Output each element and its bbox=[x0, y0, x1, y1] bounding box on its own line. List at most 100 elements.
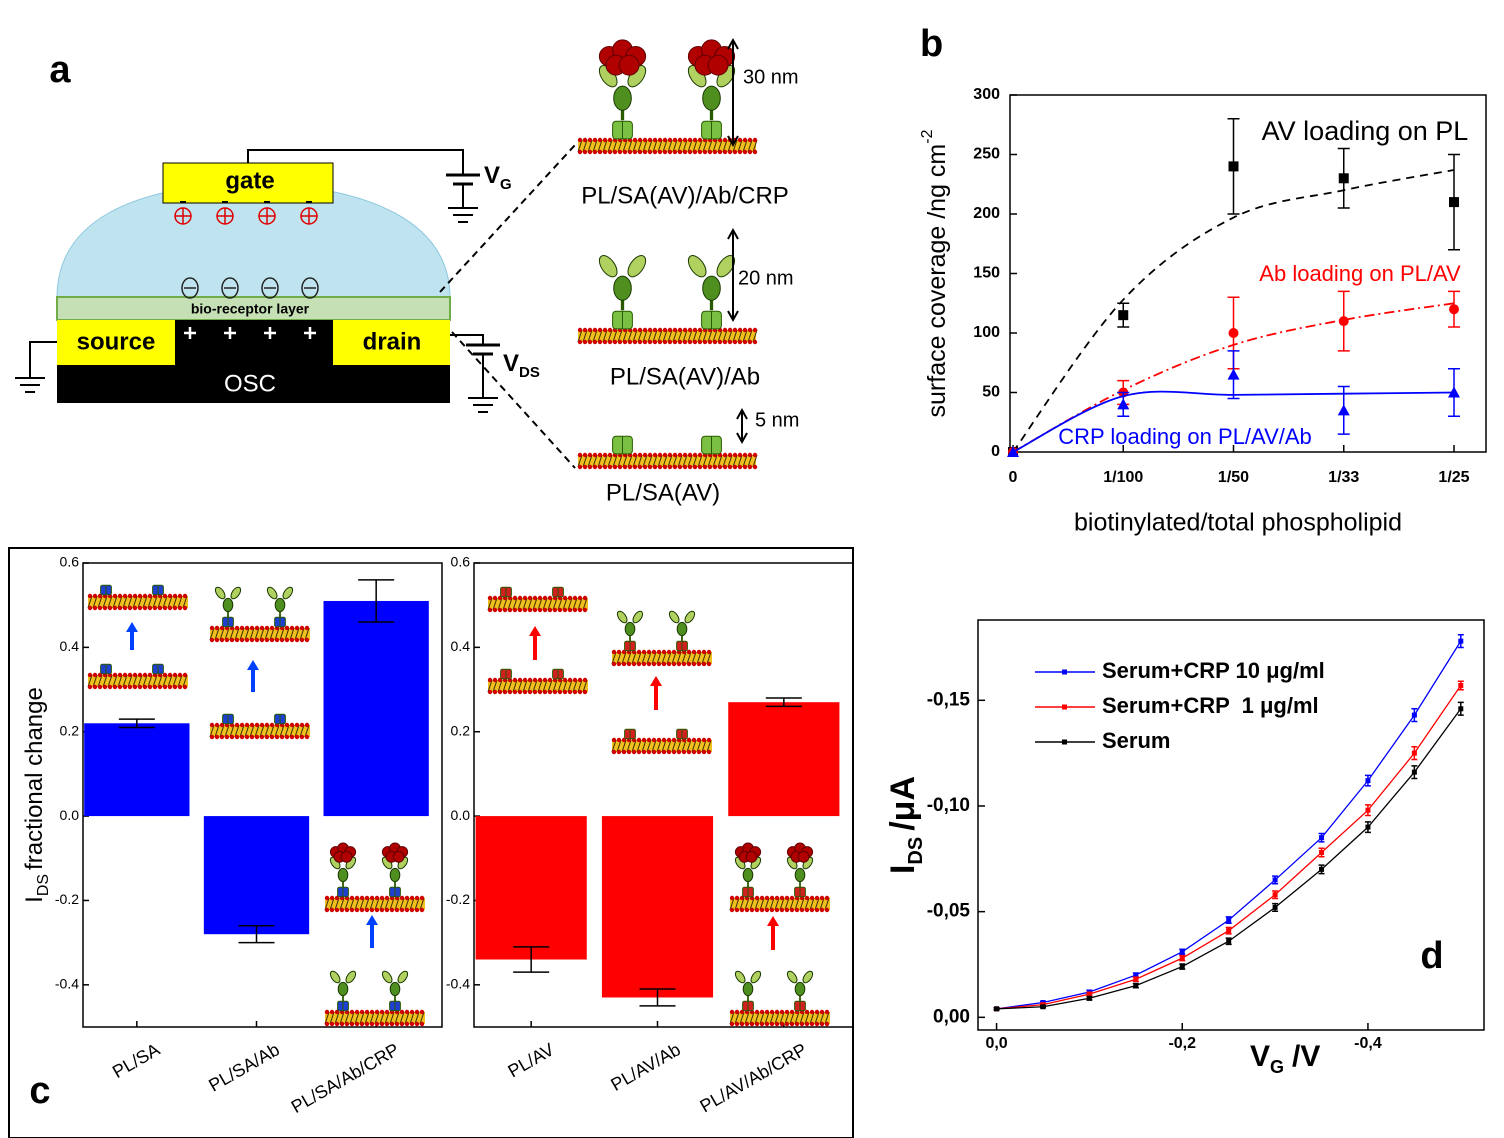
headgroup bbox=[542, 689, 548, 695]
positive-charge bbox=[259, 208, 275, 224]
headgroup bbox=[729, 907, 735, 913]
headgroup bbox=[399, 907, 405, 913]
headgroup bbox=[577, 452, 583, 458]
headgroup bbox=[701, 661, 707, 667]
headgroup bbox=[512, 689, 518, 695]
ion-charge bbox=[261, 277, 279, 299]
lipid bbox=[369, 897, 375, 911]
lipid bbox=[334, 897, 340, 911]
headgroup bbox=[754, 907, 760, 913]
antibody bbox=[786, 970, 798, 984]
lipid bbox=[389, 897, 395, 911]
lipid bbox=[399, 897, 405, 911]
osc-label: OSC bbox=[224, 370, 276, 397]
headgroup bbox=[764, 907, 770, 913]
headgroup bbox=[497, 689, 503, 695]
headgroup bbox=[364, 1021, 370, 1027]
crp bbox=[707, 54, 729, 76]
headgroup bbox=[676, 749, 682, 755]
headgroup bbox=[112, 684, 118, 690]
headgroup bbox=[686, 649, 692, 655]
height-arrow bbox=[727, 37, 739, 148]
hole bbox=[184, 327, 196, 339]
headgroup bbox=[582, 689, 588, 695]
lipid bbox=[152, 595, 158, 609]
headgroup bbox=[727, 327, 733, 333]
headgroup bbox=[732, 339, 738, 345]
lipid bbox=[394, 897, 400, 911]
lipid bbox=[749, 897, 755, 911]
headgroup bbox=[137, 593, 143, 599]
inset-arrow bbox=[650, 676, 662, 686]
headgroup bbox=[577, 137, 583, 143]
headgroup bbox=[369, 895, 375, 901]
headgroup bbox=[389, 1021, 395, 1027]
lipid bbox=[112, 595, 118, 609]
headgroup bbox=[552, 607, 558, 613]
membrane bbox=[325, 1012, 425, 1024]
lipid bbox=[592, 329, 598, 343]
headgroup bbox=[697, 339, 703, 345]
lipid bbox=[717, 329, 723, 343]
headgroup bbox=[686, 737, 692, 743]
headgroup bbox=[744, 907, 750, 913]
headgroup bbox=[769, 1009, 775, 1015]
bar bbox=[203, 816, 310, 935]
lipid bbox=[577, 597, 583, 611]
headgroup bbox=[737, 464, 743, 470]
headgroup bbox=[294, 722, 300, 728]
headgroup bbox=[804, 907, 810, 913]
antibody bbox=[598, 255, 618, 278]
headgroup bbox=[289, 637, 295, 643]
positive-charge bbox=[301, 208, 317, 224]
headgroup bbox=[254, 722, 260, 728]
lipid bbox=[172, 595, 178, 609]
headgroup bbox=[177, 684, 183, 690]
headgroup bbox=[671, 661, 677, 667]
lipid bbox=[507, 679, 513, 693]
lipid bbox=[672, 139, 678, 153]
headgroup bbox=[132, 605, 138, 611]
headgroup bbox=[779, 895, 785, 901]
lipid bbox=[814, 897, 820, 911]
lipid bbox=[647, 329, 653, 343]
lipid bbox=[289, 724, 295, 738]
data-point bbox=[1086, 995, 1092, 1001]
lipid bbox=[254, 724, 260, 738]
headgroup bbox=[652, 339, 658, 345]
lipid bbox=[582, 454, 588, 468]
antibody bbox=[214, 586, 226, 600]
headgroup bbox=[577, 339, 583, 345]
headgroup bbox=[744, 1021, 750, 1027]
headgroup bbox=[597, 464, 603, 470]
lipid bbox=[234, 724, 240, 738]
headgroup bbox=[324, 895, 330, 901]
lipid bbox=[641, 651, 647, 665]
headgroup bbox=[809, 895, 815, 901]
lipid bbox=[799, 897, 805, 911]
headgroup bbox=[224, 734, 230, 740]
lipid bbox=[224, 627, 230, 641]
vg-sub: G bbox=[500, 176, 512, 193]
membrane bbox=[210, 628, 310, 640]
lipid bbox=[152, 674, 158, 688]
headgroup bbox=[369, 1009, 375, 1015]
membrane bbox=[88, 675, 188, 687]
antibody bbox=[381, 970, 393, 984]
headgroup bbox=[264, 734, 270, 740]
inset-arrow bbox=[767, 916, 779, 926]
headgroup bbox=[799, 907, 805, 913]
vds-main: V bbox=[503, 350, 519, 377]
headgroup bbox=[681, 661, 687, 667]
headgroup bbox=[747, 327, 753, 333]
headgroup bbox=[682, 339, 688, 345]
lipid bbox=[701, 739, 707, 753]
headgroup bbox=[702, 464, 708, 470]
headgroup bbox=[637, 464, 643, 470]
lipid bbox=[622, 454, 628, 468]
headgroup bbox=[657, 137, 663, 143]
headgroup bbox=[677, 137, 683, 143]
data-point bbox=[1449, 304, 1459, 315]
headgroup bbox=[92, 672, 98, 678]
